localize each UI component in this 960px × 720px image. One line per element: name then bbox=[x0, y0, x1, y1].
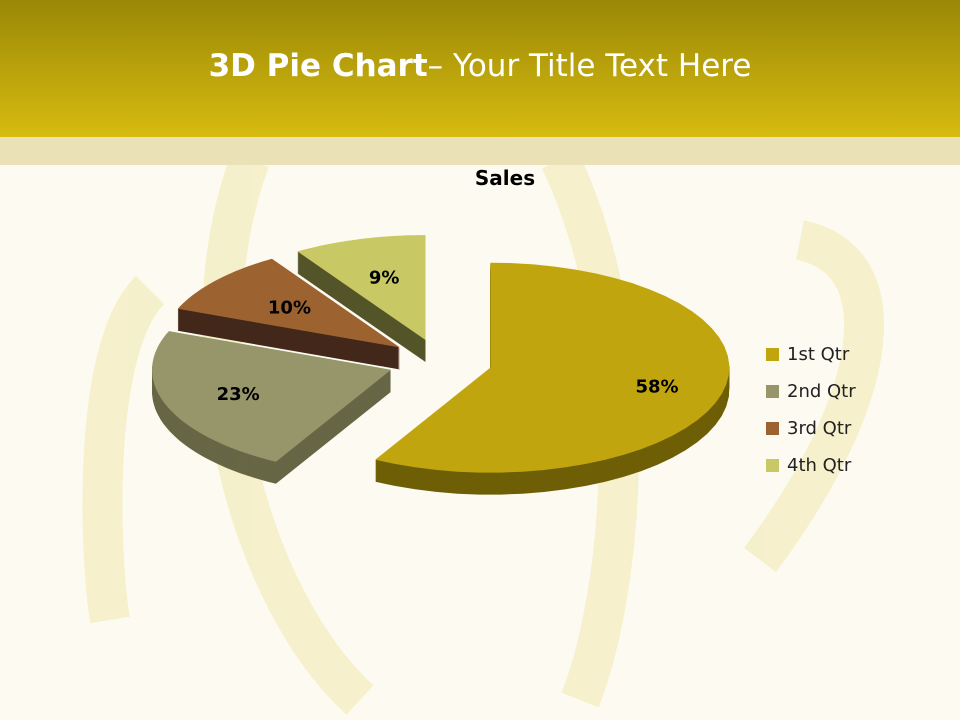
legend-item: 4th Qtr bbox=[766, 447, 856, 484]
legend-swatch bbox=[766, 459, 779, 472]
slide-title: 3D Pie Chart– Your Title Text Here bbox=[0, 48, 960, 84]
data-label-4: 9% bbox=[369, 268, 400, 289]
legend-swatch bbox=[766, 385, 779, 398]
legend-item: 3rd Qtr bbox=[766, 410, 856, 447]
pie-slice-4[interactable]: 9% bbox=[297, 235, 426, 363]
title-rest: – Your Title Text Here bbox=[427, 48, 752, 84]
data-label-3: 10% bbox=[268, 297, 311, 318]
legend-item: 2nd Qtr bbox=[766, 373, 856, 410]
legend-item: 1st Qtr bbox=[766, 336, 856, 373]
legend-label: 3rd Qtr bbox=[787, 418, 852, 439]
legend: 1st Qtr 2nd Qtr 3rd Qtr 4th Qtr bbox=[766, 336, 856, 484]
pie-slice-3[interactable]: 10% bbox=[177, 258, 400, 370]
header-bar bbox=[0, 0, 960, 137]
header-band bbox=[0, 137, 960, 165]
data-label-1: 58% bbox=[635, 376, 678, 397]
chart-title: Sales bbox=[474, 166, 536, 190]
slice-top-3 bbox=[177, 258, 400, 348]
pie-slice-2[interactable]: 23% bbox=[152, 331, 392, 484]
legend-label: 1st Qtr bbox=[787, 344, 850, 365]
slice-top-4 bbox=[297, 235, 426, 341]
legend-label: 4th Qtr bbox=[787, 455, 852, 476]
legend-swatch bbox=[766, 422, 779, 435]
title-bold: 3D Pie Chart bbox=[208, 48, 428, 84]
legend-label: 2nd Qtr bbox=[787, 381, 856, 402]
pie-slice-1[interactable]: 58% bbox=[375, 262, 730, 495]
data-label-2: 23% bbox=[217, 384, 260, 405]
slice-top-2 bbox=[152, 331, 392, 462]
slice-top-1 bbox=[375, 262, 730, 473]
legend-swatch bbox=[766, 348, 779, 361]
